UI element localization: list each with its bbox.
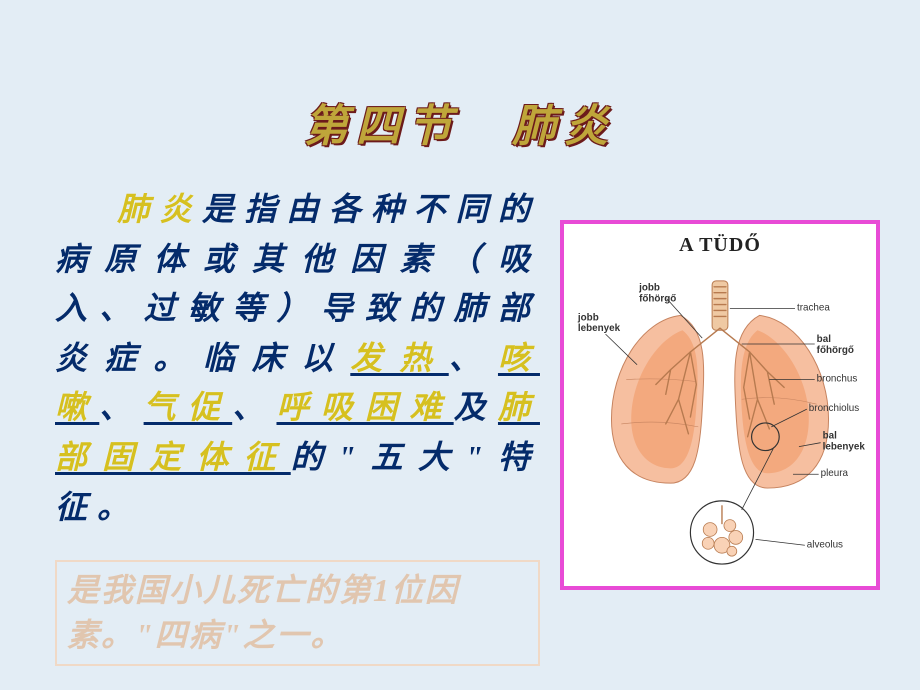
- body-paragraph: 肺炎是指由各种不同的病原体或其他因素（吸入、过敏等）导致的肺部炎症。临床以发热、…: [55, 185, 540, 532]
- lbl-bal-lebenyek-2: lebenyek: [823, 442, 866, 453]
- svg-text:jobblebenyek: jobblebenyek: [577, 312, 621, 334]
- lbl-alveolus: alveolus: [807, 539, 843, 550]
- sep3: 、: [232, 389, 276, 425]
- slide-title: 第四节 肺炎: [0, 90, 920, 154]
- svg-text:balfőhörgő: balfőhörgő: [817, 334, 854, 356]
- footnote-box: 是我国小儿死亡的第1位因素。"四病"之一。: [55, 560, 540, 666]
- diagram-title: A TÜDŐ: [572, 234, 868, 257]
- lbl-bal-fohorgo-1: bal: [817, 334, 832, 345]
- lung-diagram: A TÜDŐ: [560, 220, 880, 590]
- lbl-bronchus: bronchus: [817, 374, 858, 385]
- svg-text:jobbfőhörgő: jobbfőhörgő: [638, 283, 676, 305]
- lbl-trachea: trachea: [797, 302, 830, 313]
- svg-text:ballebenyek: ballebenyek: [823, 431, 866, 453]
- body-mid: 及: [454, 389, 498, 425]
- kw-fever: 发热: [350, 340, 448, 376]
- lbl-bronchiolus: bronchiolus: [809, 403, 859, 414]
- kw-pneumonia: 肺炎: [117, 191, 202, 227]
- kw-tachypnea: 气促: [144, 389, 233, 425]
- sep2: 、: [99, 389, 143, 425]
- lbl-jobb-fohorgo-1: jobb: [638, 283, 660, 294]
- sep1: 、: [449, 340, 498, 376]
- lung-svg: jobbfőhörgő jobblebenyek trachea balfőhö…: [572, 259, 868, 579]
- kw-dyspnea: 呼吸困难: [276, 389, 453, 425]
- lbl-pleura: pleura: [821, 468, 849, 479]
- lbl-jobb-lebenyek-1: jobb: [577, 312, 599, 323]
- lbl-bal-lebenyek-1: bal: [823, 431, 838, 442]
- lbl-bal-fohorgo-2: főhörgő: [817, 345, 854, 356]
- lbl-jobb-lebenyek-2: lebenyek: [578, 323, 621, 334]
